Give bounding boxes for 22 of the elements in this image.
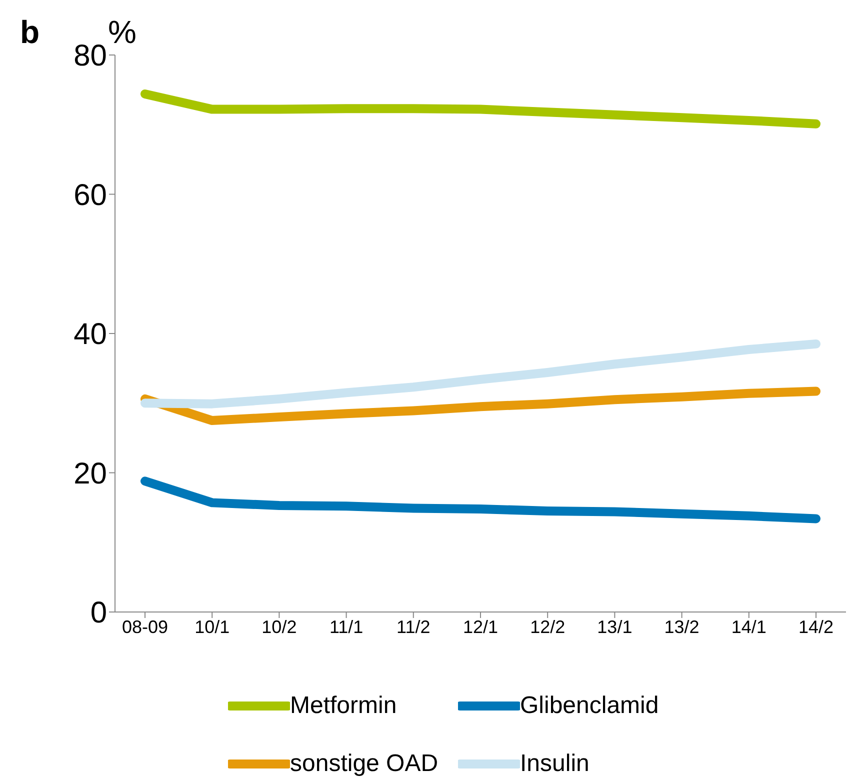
x-tick-label: 10/1 <box>194 616 230 637</box>
x-tick-label: 14/1 <box>731 616 766 637</box>
legend-label: Glibenclamid <box>520 692 659 720</box>
y-tick-label: 60 <box>74 178 107 212</box>
x-tick-label: 14/2 <box>798 616 834 637</box>
x-tick-label: 13/2 <box>664 616 700 637</box>
x-tick-label: 12/1 <box>462 616 498 637</box>
x-tick-label: 10/2 <box>262 616 297 637</box>
y-tick-label: 20 <box>74 457 107 490</box>
x-tick-label: 11/1 <box>329 616 364 637</box>
chart-title: b <box>20 14 40 51</box>
x-tick-label: 13/1 <box>597 616 632 637</box>
x-tick-label: 08-09 <box>122 616 168 637</box>
legend-label: Metformin <box>290 692 397 720</box>
y-tick-label: 0 <box>90 596 107 630</box>
x-tick-label: 11/2 <box>396 616 430 637</box>
y-tick-label: 80 <box>74 40 107 73</box>
y-tick-label: 40 <box>74 318 107 352</box>
legend-label: Insulin <box>520 750 590 778</box>
y-axis-title: % <box>108 14 136 51</box>
x-tick-label: 12/2 <box>530 616 566 637</box>
legend-label: sonstige OAD <box>290 750 438 778</box>
